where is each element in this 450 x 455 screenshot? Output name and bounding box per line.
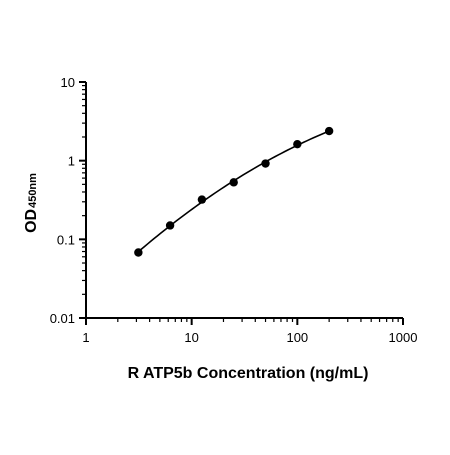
data-point xyxy=(229,178,238,187)
y-tick-label: 10 xyxy=(61,75,75,90)
x-tick-label: 1 xyxy=(82,330,89,345)
data-point xyxy=(197,195,207,204)
y-tick-label: 0.1 xyxy=(57,232,75,247)
x-axis-title: R ATP5b Concentration (ng/mL) xyxy=(128,365,369,382)
points-layer xyxy=(134,126,334,257)
data-point xyxy=(165,221,175,230)
ticks-layer: 0.01 0.1 1 10 1 10 100 1000 xyxy=(50,75,418,345)
data-point xyxy=(134,248,143,257)
x-tick-label: 100 xyxy=(286,330,308,345)
data-point xyxy=(261,159,270,168)
y-tick-label: 1 xyxy=(68,154,75,169)
x-tick-label: 1000 xyxy=(389,330,418,345)
y-axis-title-subscript: 450nm xyxy=(27,173,39,208)
y-axis-title: OD450nm xyxy=(23,173,40,233)
x-tick-label: 10 xyxy=(184,330,198,345)
data-point xyxy=(324,126,334,136)
fit-curve-line xyxy=(137,130,330,253)
curve-layer xyxy=(137,130,330,253)
axes-layer xyxy=(85,82,403,319)
data-point xyxy=(293,139,302,149)
y-axis-title-main: OD xyxy=(23,209,40,233)
y-tick-label: 0.01 xyxy=(50,311,75,326)
